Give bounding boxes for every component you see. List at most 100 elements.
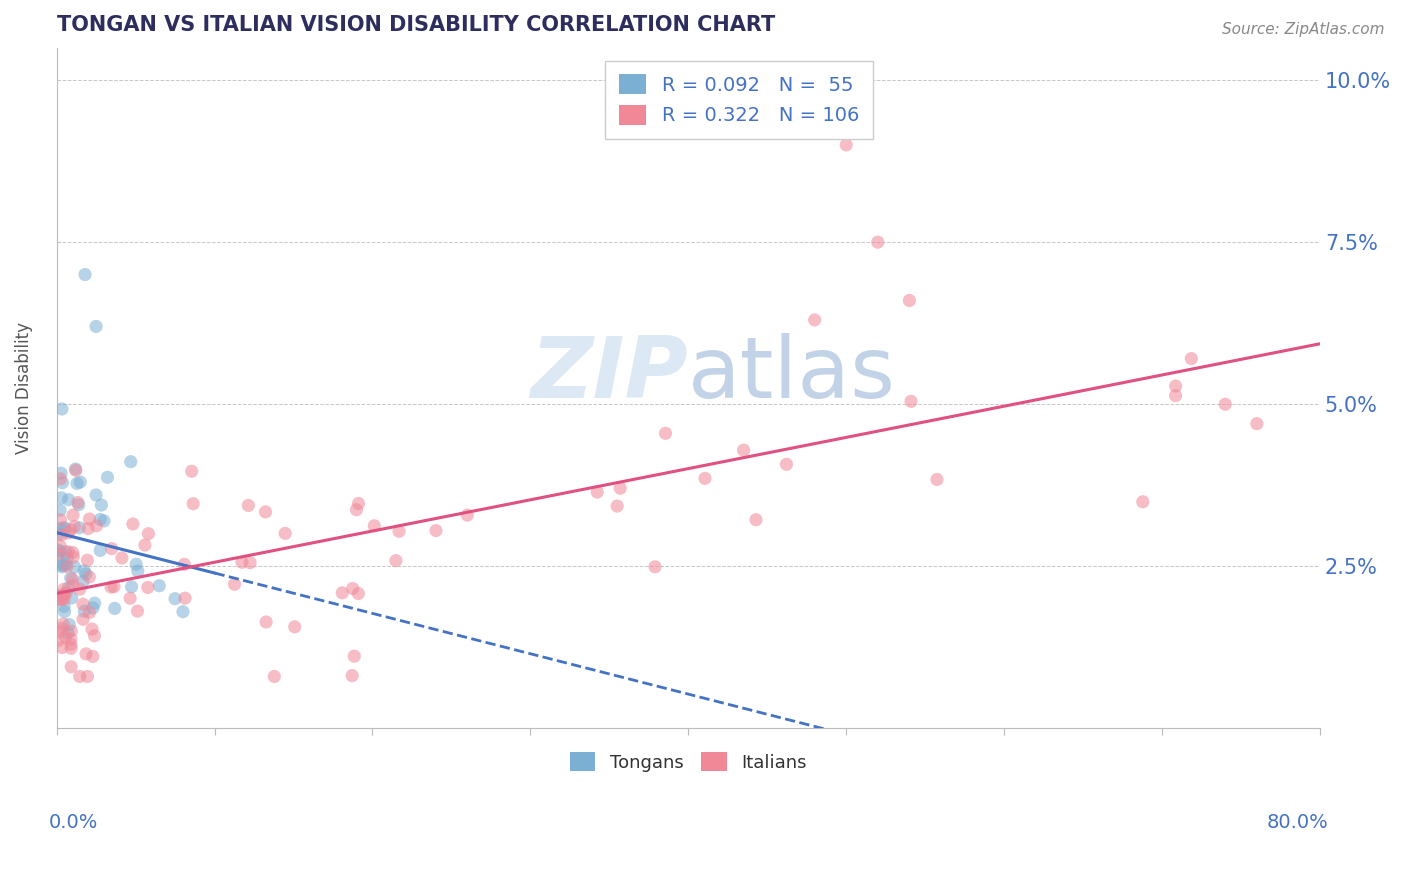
Point (73, 604, 96, 618)
Text: atlas: atlas (689, 333, 896, 416)
Point (148, 579, 170, 593)
Point (1164, 379, 1187, 393)
Point (62, 508, 84, 522)
Text: 0.0%: 0.0% (49, 813, 98, 831)
Point (69, 669, 91, 683)
Point (49, 472, 72, 486)
Point (58, 617, 80, 632)
Point (51, 528, 73, 542)
Point (52, 520, 75, 534)
Point (72, 597, 94, 611)
Point (46, 527, 69, 541)
Point (49, 592, 72, 607)
Point (65, 462, 87, 476)
Point (55, 558, 77, 572)
Point (60, 624, 83, 638)
Point (733, 443, 755, 458)
Point (75, 647, 97, 661)
Point (86, 519, 108, 533)
Point (53, 630, 76, 644)
Point (76, 553, 98, 567)
Point (363, 518, 385, 533)
Point (63, 519, 86, 533)
Point (1246, 417, 1268, 431)
Point (1213, 397, 1236, 411)
Point (121, 580, 143, 594)
Point (127, 604, 149, 618)
Point (238, 499, 260, 513)
Point (80, 622, 103, 636)
Point (59, 632, 82, 646)
Point (835, 137, 858, 152)
Point (53, 599, 76, 614)
Point (73, 564, 96, 578)
Point (79, 570, 101, 584)
Point (111, 551, 134, 566)
Point (84, 488, 107, 502)
Point (82, 601, 104, 615)
Point (347, 496, 370, 510)
Point (56, 625, 79, 640)
Point (49, 544, 72, 558)
Point (79, 512, 101, 526)
Point (83, 596, 105, 610)
Point (866, 235, 889, 249)
Point (93, 514, 115, 528)
Point (76, 669, 98, 683)
Point (53, 592, 76, 607)
Point (62, 545, 84, 559)
Point (284, 620, 307, 634)
Point (254, 505, 277, 519)
Point (58, 492, 80, 507)
Point (62, 578, 84, 592)
Point (89, 543, 111, 558)
Point (66, 476, 89, 491)
Point (83, 629, 105, 643)
Point (82, 649, 104, 664)
Point (51, 621, 73, 635)
Point (46, 548, 69, 562)
Point (49, 624, 72, 639)
Point (100, 541, 122, 556)
Point (65, 463, 87, 477)
Point (53, 582, 76, 597)
Point (49, 503, 72, 517)
Point (346, 502, 368, 516)
Point (62, 549, 84, 564)
Point (69, 582, 91, 597)
Point (51, 558, 73, 573)
Point (55, 586, 77, 600)
Point (51, 491, 73, 505)
Point (52, 617, 75, 632)
Point (46, 589, 69, 603)
Point (84, 319, 107, 334)
Point (425, 524, 447, 538)
Point (49, 539, 72, 553)
Point (46, 547, 69, 561)
Point (51, 402, 73, 417)
Text: Source: ZipAtlas.com: Source: ZipAtlas.com (1222, 22, 1385, 37)
Point (60, 660, 83, 674)
Point (803, 313, 825, 327)
Point (104, 601, 127, 615)
Point (62, 572, 84, 586)
Y-axis label: Vision Disability: Vision Disability (15, 322, 32, 454)
Point (103, 580, 125, 594)
Point (745, 513, 768, 527)
Point (609, 481, 631, 495)
Point (66, 495, 89, 509)
Point (55, 545, 77, 559)
Point (96, 470, 118, 484)
Point (900, 394, 922, 409)
Point (67, 521, 90, 535)
Point (53, 522, 76, 536)
Point (49, 467, 72, 481)
Point (347, 586, 370, 600)
Point (59, 523, 82, 537)
Point (60, 591, 83, 605)
Point (53, 587, 76, 601)
Text: ZIP: ZIP (530, 333, 689, 416)
Point (254, 615, 277, 629)
Point (239, 556, 262, 570)
Point (263, 669, 285, 683)
